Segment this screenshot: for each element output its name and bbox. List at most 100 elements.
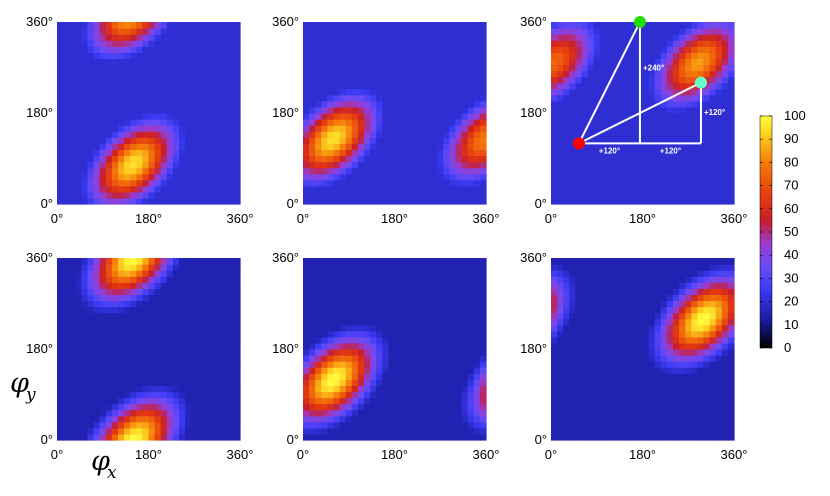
heatmap-cell <box>557 385 564 393</box>
heatmap-cell <box>203 22 211 29</box>
heatmap-cell <box>111 155 119 163</box>
heatmap-cell <box>351 427 359 435</box>
heatmap-cell <box>394 373 402 380</box>
heatmap-cell <box>581 264 589 271</box>
heatmap-cell <box>209 427 217 435</box>
heatmap-cell <box>679 161 686 169</box>
heatmap-cell <box>75 330 82 338</box>
heatmap-cell <box>364 137 371 144</box>
heatmap-cell <box>118 64 125 72</box>
heatmap-cell <box>81 155 89 163</box>
heatmap-cell <box>605 355 613 362</box>
heatmap-cell <box>715 28 723 35</box>
heatmap-cell <box>630 94 637 102</box>
heatmap-cell <box>154 433 162 441</box>
heatmap-cell <box>461 173 469 181</box>
heatmap-cell <box>370 397 377 405</box>
heatmap-cell <box>130 421 137 429</box>
heatmap-cell <box>388 143 396 150</box>
heatmap-cell <box>721 70 729 78</box>
heatmap-cell <box>599 161 607 169</box>
heatmap-cell <box>587 427 595 435</box>
heatmap-cell <box>479 143 487 150</box>
heatmap-cell <box>654 106 662 114</box>
heatmap-cell <box>473 52 481 59</box>
heatmap-cell <box>382 361 389 368</box>
heatmap-cell <box>215 28 223 35</box>
heatmap-cell <box>400 106 408 114</box>
heatmap-cell <box>425 415 432 423</box>
heatmap-cell <box>443 167 450 175</box>
heatmap-cell <box>179 58 186 66</box>
heatmap-cell <box>563 34 570 41</box>
heatmap-cell <box>455 197 463 205</box>
heatmap-cell <box>87 64 95 72</box>
heatmap-cell <box>233 361 241 368</box>
heatmap-cell <box>118 185 125 193</box>
heatmap-cell <box>587 94 595 102</box>
heatmap-cell <box>160 355 168 362</box>
heatmap-cell <box>406 300 414 308</box>
heatmap-cell <box>449 137 457 144</box>
heatmap-cell <box>345 197 353 205</box>
heatmap-cell <box>636 427 644 435</box>
heatmap-cell <box>209 119 217 126</box>
heatmap-cell <box>479 106 487 114</box>
heatmap-cell <box>351 167 359 175</box>
heatmap-cell <box>357 415 365 423</box>
heatmap-cell <box>69 149 76 157</box>
heatmap-cell <box>721 28 729 35</box>
heatmap-cell <box>673 88 680 96</box>
x-tick-label: 0° <box>51 447 63 462</box>
heatmap-cell <box>63 312 70 320</box>
heatmap-cell <box>575 433 583 441</box>
heatmap-cell <box>233 119 241 126</box>
heatmap-cell <box>179 373 186 380</box>
heatmap-cell <box>339 336 347 344</box>
heatmap-cell <box>406 197 414 205</box>
heatmap-cell <box>642 361 650 368</box>
heatmap-cell <box>557 40 564 47</box>
heatmap-cell <box>624 367 631 374</box>
heatmap-cell <box>394 167 402 175</box>
heatmap-cell <box>630 28 637 35</box>
heatmap-cell <box>382 409 389 417</box>
x-tick-label: 0° <box>297 211 309 226</box>
heatmap-cell <box>345 106 353 114</box>
heatmap-cell <box>99 40 107 47</box>
heatmap-cell <box>727 155 735 163</box>
heatmap-cell <box>461 336 469 344</box>
heatmap-cell <box>479 336 487 344</box>
heatmap-cell <box>105 433 113 441</box>
heatmap-cell <box>357 330 365 338</box>
heatmap-cell <box>557 131 564 138</box>
heatmap-cell <box>75 131 82 138</box>
heatmap-cell <box>648 185 656 193</box>
heatmap-cell <box>105 282 113 289</box>
heatmap-cell <box>93 155 101 163</box>
heatmap-cell <box>575 167 583 175</box>
heatmap-cell <box>142 349 150 356</box>
heatmap-cell <box>105 125 113 132</box>
heatmap-cell <box>166 282 174 289</box>
heatmap-cell <box>660 185 668 193</box>
heatmap-cell <box>179 367 186 374</box>
heatmap-cell <box>624 433 631 441</box>
heatmap-cell <box>551 355 558 362</box>
heatmap-cell <box>99 312 107 320</box>
heatmap-cell <box>81 409 89 417</box>
heatmap-cell <box>99 264 107 271</box>
heatmap-cell <box>467 82 475 90</box>
heatmap-cell <box>605 342 613 350</box>
heatmap-cell <box>315 397 322 405</box>
heatmap-cell <box>172 137 180 144</box>
heatmap-cell <box>93 427 101 435</box>
heatmap-cell <box>551 197 558 205</box>
heatmap-cell <box>557 94 564 102</box>
heatmap-cell <box>382 52 389 59</box>
heatmap-cell <box>75 100 82 108</box>
heatmap-cell <box>142 119 150 126</box>
heatmap-cell <box>557 82 564 90</box>
heatmap-cell <box>412 131 420 138</box>
heatmap-cell <box>160 191 168 199</box>
